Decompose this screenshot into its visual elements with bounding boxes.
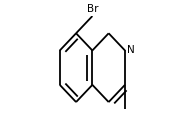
Text: Br: Br bbox=[87, 4, 99, 14]
Text: N: N bbox=[127, 45, 135, 55]
